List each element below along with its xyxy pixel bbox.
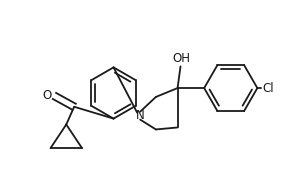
Text: O: O: [42, 89, 51, 102]
Text: Cl: Cl: [262, 82, 274, 95]
Text: OH: OH: [173, 52, 190, 65]
Text: N: N: [136, 109, 144, 122]
